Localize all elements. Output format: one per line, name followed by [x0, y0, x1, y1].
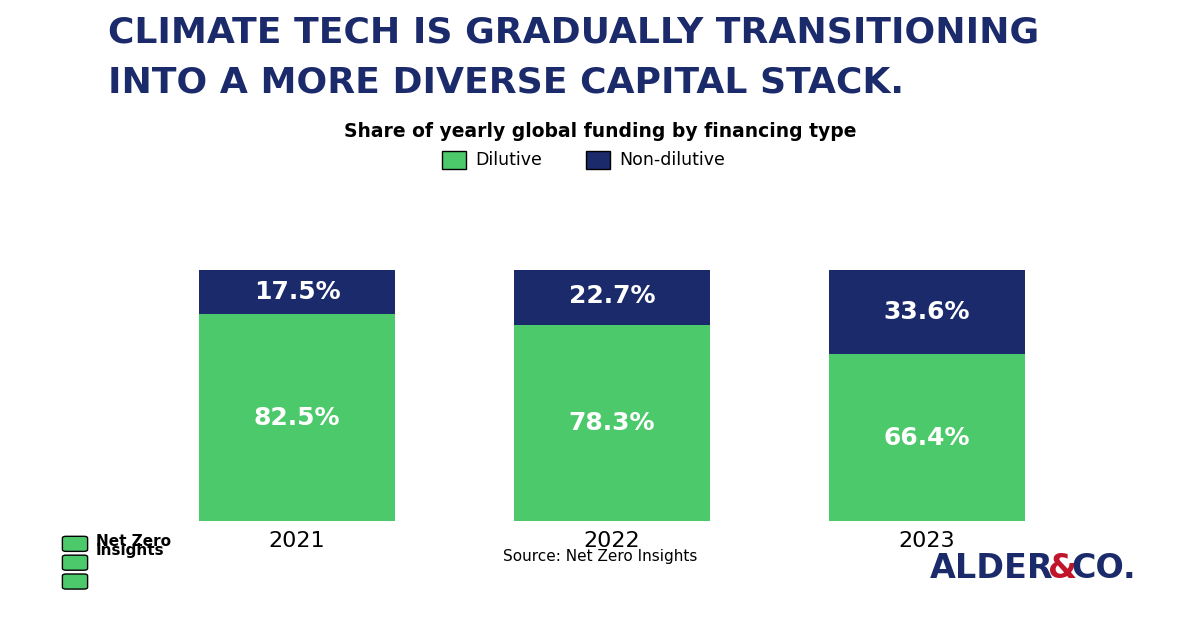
- Bar: [515, 268, 709, 325]
- Text: 17.5%: 17.5%: [253, 280, 341, 304]
- Text: 78.3%: 78.3%: [569, 411, 655, 435]
- Text: Net Zero: Net Zero: [96, 534, 172, 549]
- Text: INTO A MORE DIVERSE CAPITAL STACK.: INTO A MORE DIVERSE CAPITAL STACK.: [108, 66, 904, 100]
- Bar: [829, 270, 1025, 354]
- Bar: [829, 354, 1025, 521]
- Text: &: &: [1048, 552, 1076, 585]
- Bar: [199, 314, 395, 521]
- Bar: [515, 325, 709, 521]
- Text: Dilutive: Dilutive: [475, 151, 542, 169]
- Text: CLIMATE TECH IS GRADUALLY TRANSITIONING: CLIMATE TECH IS GRADUALLY TRANSITIONING: [108, 16, 1039, 50]
- Bar: [199, 270, 395, 314]
- Text: Non-dilutive: Non-dilutive: [619, 151, 725, 169]
- Text: 22.7%: 22.7%: [569, 284, 655, 308]
- Text: 33.6%: 33.6%: [883, 300, 971, 324]
- Text: 66.4%: 66.4%: [883, 426, 971, 450]
- Text: CO.: CO.: [1072, 552, 1136, 585]
- Text: Share of yearly global funding by financing type: Share of yearly global funding by financ…: [343, 122, 857, 141]
- Text: 82.5%: 82.5%: [253, 406, 341, 430]
- Text: Insights: Insights: [96, 543, 164, 558]
- Text: Source: Net Zero Insights: Source: Net Zero Insights: [503, 550, 697, 565]
- Text: ALDER: ALDER: [930, 552, 1054, 585]
